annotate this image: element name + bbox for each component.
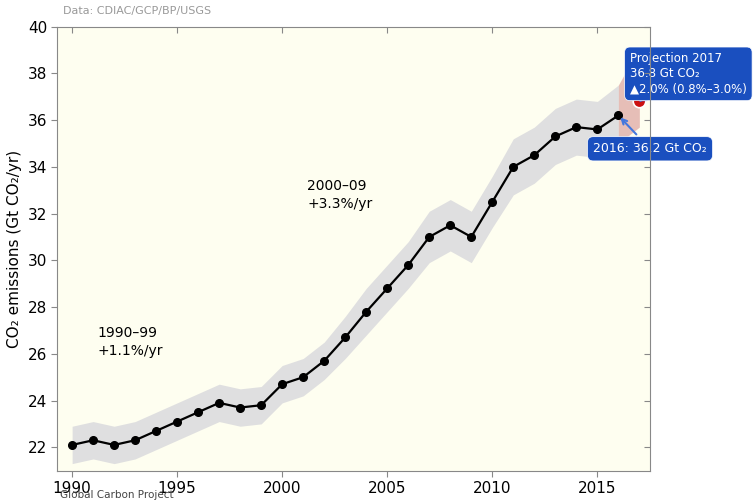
Text: 2016: 36.2 Gt CO₂: 2016: 36.2 Gt CO₂	[593, 119, 707, 155]
Text: Data: CDIAC/GCP/BP/USGS: Data: CDIAC/GCP/BP/USGS	[63, 6, 211, 16]
Text: 2000–09
+3.3%/yr: 2000–09 +3.3%/yr	[308, 179, 372, 211]
Y-axis label: CO₂ emissions (Gt CO₂/yr): CO₂ emissions (Gt CO₂/yr)	[7, 149, 22, 348]
Text: 1990–99
+1.1%/yr: 1990–99 +1.1%/yr	[97, 326, 163, 358]
Text: Global Carbon Project: Global Carbon Project	[60, 490, 174, 500]
Text: Projection 2017
36.8 Gt CO₂
▲2.0% (0.8%–3.0%): Projection 2017 36.8 Gt CO₂ ▲2.0% (0.8%–…	[630, 52, 746, 101]
